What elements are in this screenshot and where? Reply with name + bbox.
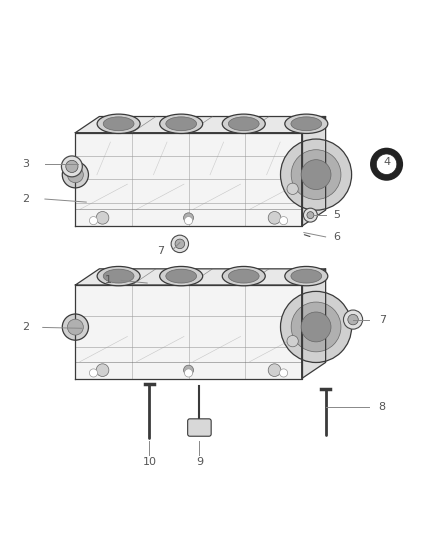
- Circle shape: [62, 314, 88, 340]
- Circle shape: [280, 292, 352, 362]
- Circle shape: [291, 302, 341, 352]
- Text: 9: 9: [196, 457, 203, 467]
- Circle shape: [291, 150, 341, 199]
- Circle shape: [66, 160, 78, 173]
- Circle shape: [62, 161, 88, 188]
- Circle shape: [67, 167, 83, 183]
- Text: 8: 8: [378, 402, 386, 411]
- Ellipse shape: [291, 117, 321, 131]
- Ellipse shape: [160, 266, 203, 286]
- Text: 7: 7: [157, 246, 164, 256]
- Circle shape: [287, 335, 298, 347]
- Circle shape: [67, 319, 83, 335]
- Text: 5: 5: [333, 210, 340, 220]
- Circle shape: [376, 154, 397, 174]
- Circle shape: [301, 160, 331, 190]
- Circle shape: [370, 148, 403, 181]
- Text: 2: 2: [22, 322, 29, 333]
- Circle shape: [175, 239, 185, 249]
- Circle shape: [184, 213, 194, 223]
- Polygon shape: [302, 117, 325, 226]
- Ellipse shape: [103, 117, 134, 131]
- Text: 10: 10: [142, 457, 156, 467]
- Ellipse shape: [97, 266, 140, 286]
- Ellipse shape: [166, 117, 197, 131]
- Ellipse shape: [285, 114, 328, 133]
- Text: 2: 2: [22, 194, 29, 204]
- Circle shape: [268, 364, 281, 376]
- Ellipse shape: [228, 117, 259, 131]
- Circle shape: [184, 365, 194, 375]
- Polygon shape: [75, 133, 302, 226]
- Ellipse shape: [222, 114, 265, 133]
- Ellipse shape: [166, 269, 197, 283]
- Circle shape: [287, 183, 298, 195]
- Ellipse shape: [285, 266, 328, 286]
- Circle shape: [307, 212, 314, 219]
- Circle shape: [96, 212, 109, 224]
- Text: 6: 6: [333, 232, 340, 242]
- Ellipse shape: [103, 269, 134, 283]
- Ellipse shape: [291, 269, 321, 283]
- Circle shape: [89, 369, 98, 377]
- FancyBboxPatch shape: [187, 419, 211, 436]
- Circle shape: [184, 216, 193, 225]
- Circle shape: [279, 369, 288, 377]
- Polygon shape: [75, 269, 325, 285]
- Ellipse shape: [228, 269, 259, 283]
- Ellipse shape: [160, 114, 203, 133]
- Circle shape: [61, 156, 82, 177]
- Text: 7: 7: [378, 314, 386, 325]
- Circle shape: [268, 212, 281, 224]
- Polygon shape: [302, 269, 325, 378]
- Text: 1: 1: [105, 276, 112, 286]
- Polygon shape: [75, 285, 302, 378]
- Circle shape: [280, 139, 352, 210]
- Polygon shape: [75, 117, 325, 133]
- Circle shape: [304, 208, 318, 222]
- Circle shape: [184, 369, 193, 377]
- Circle shape: [301, 312, 331, 342]
- Circle shape: [171, 235, 188, 253]
- Circle shape: [343, 310, 363, 329]
- Circle shape: [279, 216, 288, 225]
- Ellipse shape: [97, 114, 140, 133]
- Circle shape: [96, 364, 109, 376]
- Text: 4: 4: [383, 157, 390, 167]
- Text: 3: 3: [22, 159, 29, 169]
- Ellipse shape: [222, 266, 265, 286]
- Circle shape: [348, 314, 358, 325]
- Circle shape: [89, 216, 98, 225]
